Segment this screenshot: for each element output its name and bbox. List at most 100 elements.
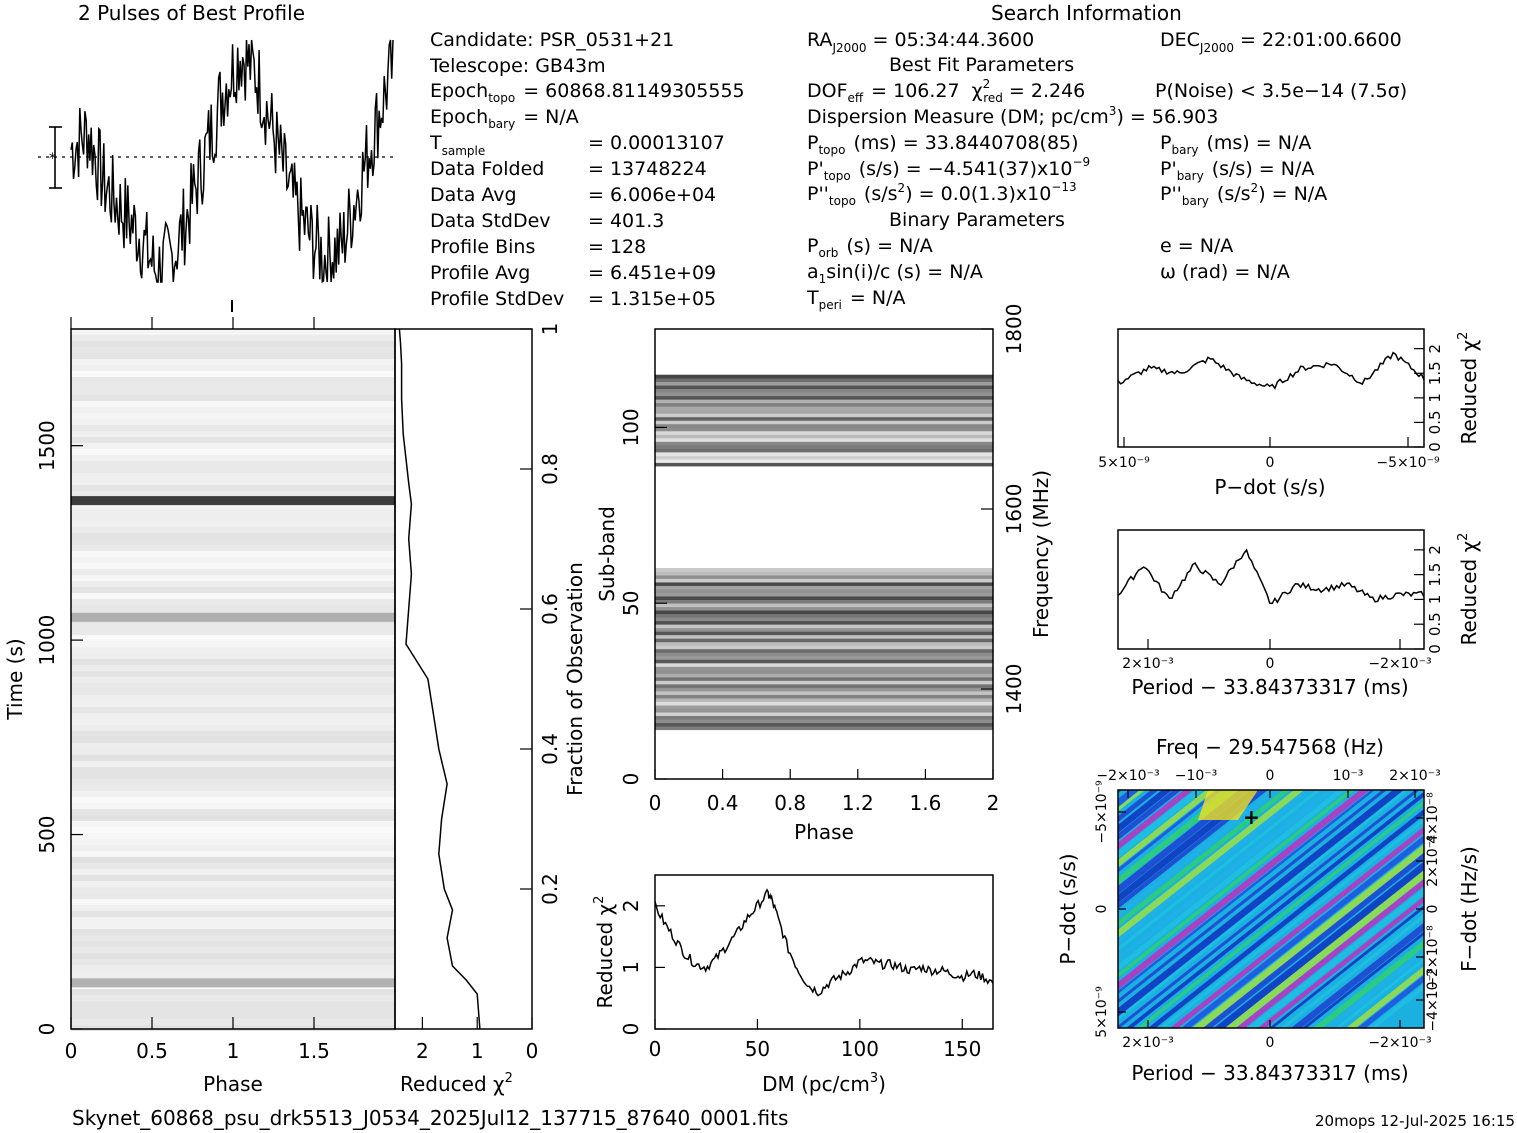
subband-row <box>655 448 993 453</box>
ytick-label: 2 <box>1426 344 1444 354</box>
fdot-ytick-label: 4×10⁻⁸ <box>1425 792 1441 844</box>
time-row <box>71 923 395 929</box>
e-label: e = N/A <box>1160 235 1233 257</box>
subband-row <box>655 712 993 717</box>
subband-row <box>655 691 993 695</box>
subband-row <box>655 670 993 674</box>
dm-ticks: 0 50 100 150 0 1 2 <box>619 899 981 1061</box>
time-row <box>71 365 395 371</box>
time-row <box>71 797 395 803</box>
time-ytick-label: 500 <box>35 815 59 853</box>
time-phase-plot: 0 0.5 1 1.5 0 500 1000 1500 Phase Time (s) <box>3 300 396 1096</box>
time-row <box>71 755 395 761</box>
time-row <box>71 521 395 527</box>
best-fit-title: Best Fit Parameters <box>889 54 1074 76</box>
subband-ticks: 0 0.4 0.8 1.2 1.6 2 0 50 100 1400 1600 1800 <box>619 304 1026 815</box>
ppdot-xtick-label: −2×10⁻³ <box>1368 1035 1431 1051</box>
time-row <box>71 479 395 485</box>
subband-row <box>655 726 993 731</box>
profile-trace <box>70 39 394 284</box>
xtick-label: −2×10⁻³ <box>1368 656 1431 672</box>
xtick-label: 0 <box>1266 656 1275 672</box>
pdot-xlabel: P−dot (s/s) <box>1214 475 1325 499</box>
ytick-label: 0 <box>1426 644 1444 654</box>
subband-row <box>655 381 993 386</box>
subband-xtick-label: 0 <box>649 791 662 815</box>
time-row <box>71 467 395 473</box>
time-row <box>71 575 395 581</box>
search-info-title: Search Information <box>991 1 1182 25</box>
time-row <box>71 533 395 539</box>
pdot-bary-label: P'bary (s/s) = N/A <box>1160 158 1314 183</box>
time-row <box>71 935 395 941</box>
chi-fraction-frame <box>394 328 533 1030</box>
chi-fraction-xlabel: Reduced χ2 <box>400 1071 513 1096</box>
time-row <box>71 395 395 401</box>
time-row <box>71 503 395 509</box>
time-row <box>71 947 395 953</box>
dm-xtick-label: 100 <box>841 1037 879 1061</box>
pdot-trace <box>1117 351 1425 390</box>
telescope-label: Telescope: GB43m <box>429 55 606 77</box>
info-row-value: = 13748224 <box>588 158 707 180</box>
subband-row <box>655 437 993 442</box>
time-row <box>71 911 395 917</box>
time-row <box>71 869 395 875</box>
time-row <box>71 737 395 743</box>
dm-ytick-label: 0 <box>619 1023 643 1036</box>
time-row <box>71 851 395 857</box>
period-ylabel: Reduced χ2 <box>1456 533 1481 646</box>
ppdot-stripe <box>598 790 907 1028</box>
subband-row <box>655 673 993 678</box>
info-rows: Tsample = 0.00013107 Data Folded = 13748224… <box>429 132 725 310</box>
info-row-value: = 401.3 <box>588 210 664 232</box>
subband-xtick-label: 0.4 <box>707 791 739 815</box>
subband-row <box>655 634 993 639</box>
time-row <box>71 791 395 797</box>
time-row <box>71 431 395 437</box>
time-ytick-label: 0 <box>35 1023 59 1036</box>
ppdot-stripe <box>741 790 1047 1028</box>
pdot-topo-label: P'topo (s/s) = −4.541(37)x10−9 <box>807 155 1090 183</box>
fdot-ylabel: F−dot (Hz/s) <box>1457 846 1481 972</box>
time-row <box>71 455 395 461</box>
time-row <box>71 629 395 635</box>
ppdot-stripe <box>730 790 1041 1028</box>
subband-row <box>655 680 993 685</box>
period-ticks: 0 0.5 1 1.5 2 2×10⁻³ 0 −2×10⁻³ <box>1122 545 1444 672</box>
info-row-label: Tsample <box>429 132 485 158</box>
ppdot-stripe <box>1126 791 1424 1028</box>
time-row <box>71 665 395 671</box>
time-phase-xlabel: Phase <box>203 1072 263 1096</box>
subband-row <box>655 610 993 615</box>
time-row <box>71 779 395 785</box>
time-row <box>71 725 395 731</box>
time-row <box>71 959 395 965</box>
time-row <box>71 485 395 491</box>
fdot-ytick-label: −4×10⁻⁸ <box>1425 968 1441 1032</box>
time-row <box>71 899 395 905</box>
ppdot-stripe <box>1118 790 1140 807</box>
ppdot-hotspot <box>1198 790 1258 820</box>
subband-xtick-label: 1.2 <box>842 791 874 815</box>
subband-row <box>655 719 993 724</box>
xtick-label: 5×10⁻⁹ <box>1098 455 1150 471</box>
chi-fraction-trace <box>398 328 481 1030</box>
dm-xlabel: DM (pc/cm3) <box>762 1071 886 1096</box>
time-row <box>71 749 395 755</box>
svg-text:*: * <box>49 151 56 167</box>
time-row <box>71 767 395 773</box>
time-row <box>71 407 395 413</box>
time-row <box>71 845 395 851</box>
time-row <box>71 623 395 629</box>
time-row <box>71 371 395 377</box>
ppdot-stripe <box>1118 790 1159 823</box>
subband-row <box>655 596 993 601</box>
time-ylabel: Time (s) <box>3 638 27 720</box>
pdot-ticks: 0 0.5 1 1.5 2 5×10⁻⁹ 0 −5×10⁻⁹ <box>1098 344 1444 471</box>
time-row <box>71 857 395 863</box>
info-row-label: Profile Avg <box>430 262 530 284</box>
time-row <box>71 437 395 443</box>
time-row <box>71 881 395 887</box>
subband-row <box>655 694 993 699</box>
